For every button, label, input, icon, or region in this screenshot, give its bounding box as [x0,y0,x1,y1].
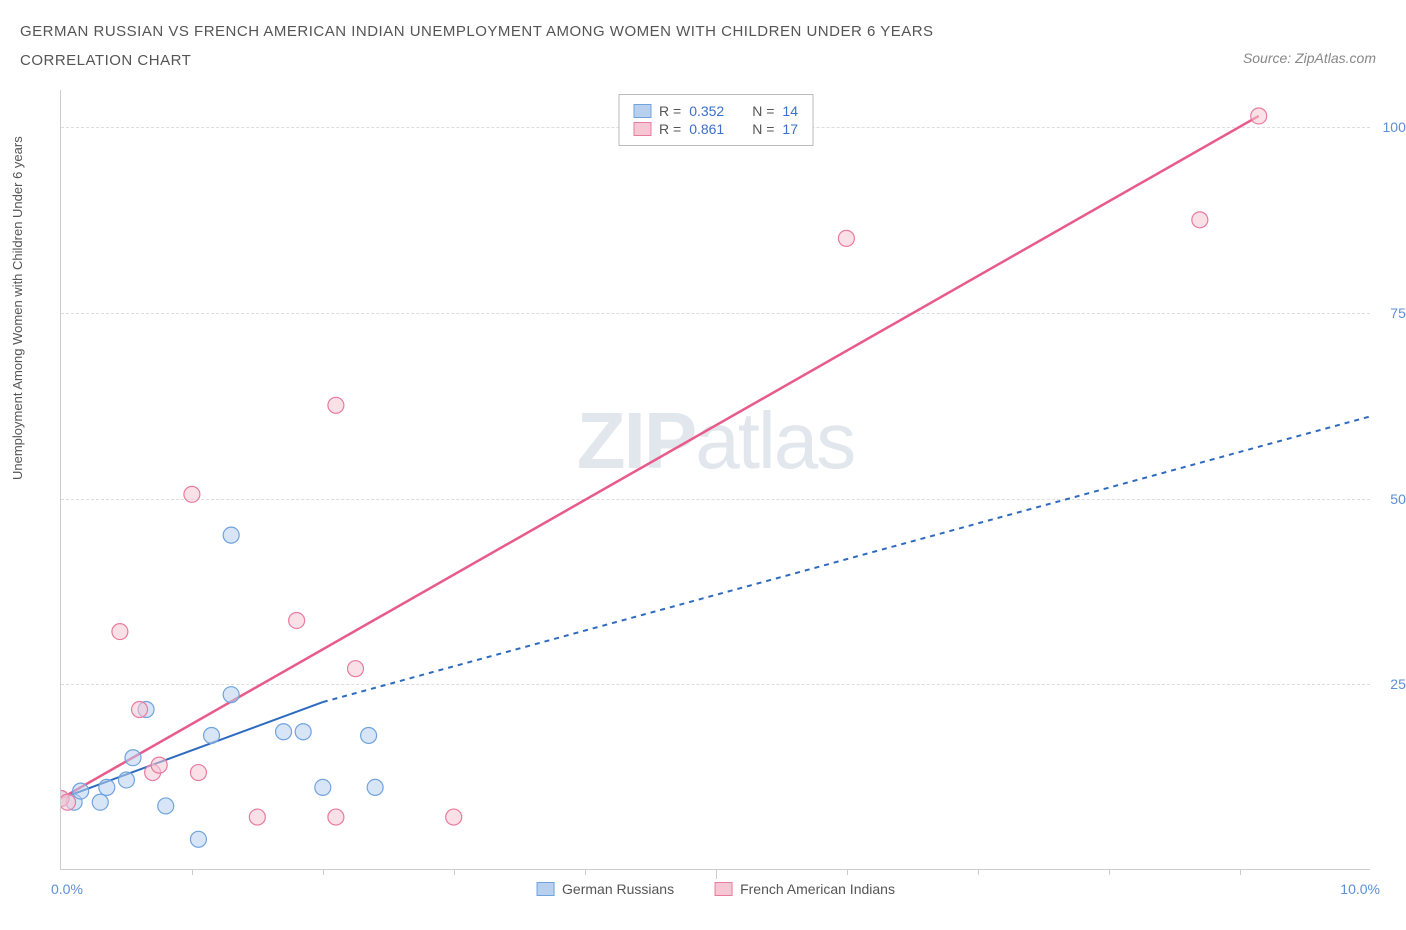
data-point [328,809,344,825]
data-point [151,757,167,773]
data-point [1192,212,1208,228]
x-tick-mark [585,869,586,875]
y-tick-label: 75.0% [1380,305,1406,321]
data-point [838,230,854,246]
data-point [223,527,239,543]
x-tick-min: 0.0% [51,881,83,897]
data-point [190,831,206,847]
data-point [184,486,200,502]
x-tick-mark [847,869,848,875]
y-axis-label: Unemployment Among Women with Children U… [10,136,25,480]
series-legend: German Russians French American Indians [536,881,895,897]
legend-swatch-pink [714,882,732,896]
data-point [92,794,108,810]
data-point [446,809,462,825]
x-tick-mark [323,869,324,875]
data-point [158,798,174,814]
data-point [315,779,331,795]
data-point [295,724,311,740]
legend-item: French American Indians [714,881,895,897]
legend-swatch-blue [633,104,651,118]
data-point [249,809,265,825]
legend-r-value: 0.861 [689,121,724,137]
data-point [367,779,383,795]
title-line-2: CORRELATION CHART [20,47,934,76]
data-point [125,750,141,766]
correlation-legend: R = 0.352 N = 14 R = 0.861 N = 17 [618,94,813,146]
x-tick-mark [716,869,717,879]
trendline [61,116,1259,799]
legend-swatch-blue [536,882,554,896]
legend-n-value: 14 [782,103,798,119]
x-tick-max: 10.0% [1340,881,1380,897]
legend-r-value: 0.352 [689,103,724,119]
x-tick-mark [1109,869,1110,875]
legend-n-value: 17 [782,121,798,137]
data-point [190,765,206,781]
title-line-1: GERMAN RUSSIAN VS FRENCH AMERICAN INDIAN… [20,18,934,47]
chart-plot-area: ZIPatlas R = 0.352 N = 14 R = 0.861 N = … [60,90,1370,870]
data-point [223,687,239,703]
data-point [61,794,76,810]
data-point [1251,108,1267,124]
data-point [328,397,344,413]
source-attribution: Source: ZipAtlas.com [1243,50,1376,66]
data-point [289,612,305,628]
legend-row: R = 0.352 N = 14 [633,103,798,119]
chart-title: GERMAN RUSSIAN VS FRENCH AMERICAN INDIAN… [20,18,934,75]
data-point [276,724,292,740]
data-point [361,727,377,743]
legend-label: French American Indians [740,881,895,897]
legend-n-label: N = [752,121,774,137]
data-point [204,727,220,743]
legend-r-label: R = [659,103,681,119]
x-tick-mark [454,869,455,875]
x-tick-mark [192,869,193,875]
legend-label: German Russians [562,881,674,897]
x-tick-mark [978,869,979,875]
legend-item: German Russians [536,881,674,897]
legend-swatch-pink [633,122,651,136]
data-point [112,624,128,640]
data-point [348,661,364,677]
data-point [73,783,89,799]
y-tick-label: 50.0% [1380,491,1406,507]
scatter-plot-svg [61,90,1370,869]
y-tick-label: 100.0% [1380,119,1406,135]
data-point [132,702,148,718]
y-tick-label: 25.0% [1380,676,1406,692]
legend-row: R = 0.861 N = 17 [633,121,798,137]
data-point [99,779,115,795]
x-tick-mark [1240,869,1241,875]
legend-r-label: R = [659,121,681,137]
data-point [118,772,134,788]
legend-n-label: N = [752,103,774,119]
